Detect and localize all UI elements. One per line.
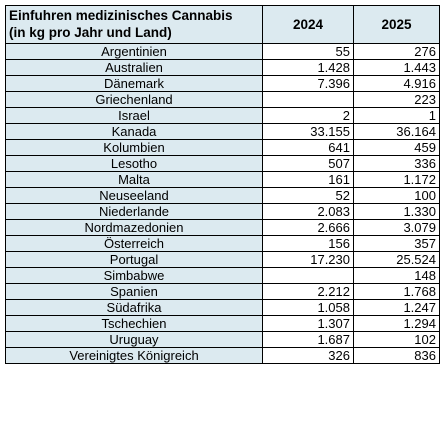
value-2025-cell: 1.443: [353, 59, 440, 76]
year-header-2024: 2024: [262, 5, 354, 44]
country-cell: Dänemark: [5, 75, 263, 92]
table-title-line-1: Einfuhren medizinisches Cannabis: [9, 8, 233, 23]
value-2024-cell: [262, 267, 354, 284]
value-2024-cell: [262, 91, 354, 108]
value-2024-cell: 52: [262, 187, 354, 204]
value-2024-cell: 1.307: [262, 315, 354, 332]
table-row: Israel 2 1: [5, 107, 440, 124]
table-row: Österreich 156 357: [5, 235, 440, 252]
table-title-cell: Einfuhren medizinisches Cannabis (in kg …: [5, 5, 263, 44]
table-row: Argentinien 55 276: [5, 43, 440, 60]
value-2025-cell: 357: [353, 235, 440, 252]
table-row: Neuseeland 52 100: [5, 187, 440, 204]
imports-table-wrapper: Einfuhren medizinisches Cannabis (in kg …: [5, 5, 440, 364]
value-2025-cell: 100: [353, 187, 440, 204]
table-row: Australien 1.428 1.443: [5, 59, 440, 76]
value-2024-cell: 641: [262, 139, 354, 156]
value-2024-cell: 1.058: [262, 299, 354, 316]
value-2025-cell: 36.164: [353, 123, 440, 140]
value-2025-cell: 4.916: [353, 75, 440, 92]
imports-table: Einfuhren medizinisches Cannabis (in kg …: [5, 5, 440, 364]
country-cell: Malta: [5, 171, 263, 188]
table-row: Kanada 33.155 36.164: [5, 123, 440, 140]
value-2025-cell: 3.079: [353, 219, 440, 236]
value-2025-cell: 459: [353, 139, 440, 156]
table-row: Simbabwe 148: [5, 267, 440, 284]
country-cell: Spanien: [5, 283, 263, 300]
table-row: Lesotho 507 336: [5, 155, 440, 172]
value-2025-cell: 223: [353, 91, 440, 108]
value-2025-cell: 102: [353, 331, 440, 348]
year-header-2025: 2025: [353, 5, 440, 44]
country-cell: Tschechien: [5, 315, 263, 332]
value-2025-cell: 148: [353, 267, 440, 284]
country-cell: Uruguay: [5, 331, 263, 348]
value-2025-cell: 1.768: [353, 283, 440, 300]
value-2024-cell: 161: [262, 171, 354, 188]
country-cell: Lesotho: [5, 155, 263, 172]
table-title-line-2: (in kg pro Jahr und Land): [9, 25, 172, 40]
value-2024-cell: 2.083: [262, 203, 354, 220]
country-cell: Kolumbien: [5, 139, 263, 156]
value-2024-cell: 17.230: [262, 251, 354, 268]
value-2024-cell: 507: [262, 155, 354, 172]
table-row: Griechenland 223: [5, 91, 440, 108]
value-2025-cell: 1.247: [353, 299, 440, 316]
value-2025-cell: 276: [353, 43, 440, 60]
value-2025-cell: 1.172: [353, 171, 440, 188]
value-2025-cell: 1.294: [353, 315, 440, 332]
value-2024-cell: 1.687: [262, 331, 354, 348]
table-row: Tschechien 1.307 1.294: [5, 315, 440, 332]
country-cell: Neuseeland: [5, 187, 263, 204]
value-2024-cell: 1.428: [262, 59, 354, 76]
value-2024-cell: 7.396: [262, 75, 354, 92]
value-2025-cell: 25.524: [353, 251, 440, 268]
value-2024-cell: 2.212: [262, 283, 354, 300]
value-2025-cell: 1.330: [353, 203, 440, 220]
value-2024-cell: 33.155: [262, 123, 354, 140]
table-body: Argentinien 55 276 Australien 1.428 1.443 Däne…: [5, 43, 440, 364]
country-cell: Simbabwe: [5, 267, 263, 284]
value-2024-cell: 55: [262, 43, 354, 60]
country-cell: Vereinigtes Königreich: [5, 347, 263, 364]
table-row: Südafrika 1.058 1.247: [5, 299, 440, 316]
table-row: Kolumbien 641 459: [5, 139, 440, 156]
country-cell: Nordmazedonien: [5, 219, 263, 236]
table-row: Portugal 17.230 25.524: [5, 251, 440, 268]
table-row: Niederlande 2.083 1.330: [5, 203, 440, 220]
value-2025-cell: 1: [353, 107, 440, 124]
country-cell: Österreich: [5, 235, 263, 252]
country-cell: Israel: [5, 107, 263, 124]
table-row: Spanien 2.212 1.768: [5, 283, 440, 300]
table-row: Vereinigtes Königreich 326 836: [5, 347, 440, 364]
country-cell: Südafrika: [5, 299, 263, 316]
country-cell: Niederlande: [5, 203, 263, 220]
table-row: Uruguay 1.687 102: [5, 331, 440, 348]
header-row: Einfuhren medizinisches Cannabis (in kg …: [5, 5, 440, 44]
table-row: Nordmazedonien 2.666 3.079: [5, 219, 440, 236]
value-2024-cell: 2.666: [262, 219, 354, 236]
value-2024-cell: 2: [262, 107, 354, 124]
country-cell: Kanada: [5, 123, 263, 140]
value-2024-cell: 326: [262, 347, 354, 364]
country-cell: Australien: [5, 59, 263, 76]
value-2025-cell: 336: [353, 155, 440, 172]
value-2024-cell: 156: [262, 235, 354, 252]
table-row: Dänemark 7.396 4.916: [5, 75, 440, 92]
country-cell: Argentinien: [5, 43, 263, 60]
country-cell: Portugal: [5, 251, 263, 268]
table-row: Malta 161 1.172: [5, 171, 440, 188]
value-2025-cell: 836: [353, 347, 440, 364]
country-cell: Griechenland: [5, 91, 263, 108]
